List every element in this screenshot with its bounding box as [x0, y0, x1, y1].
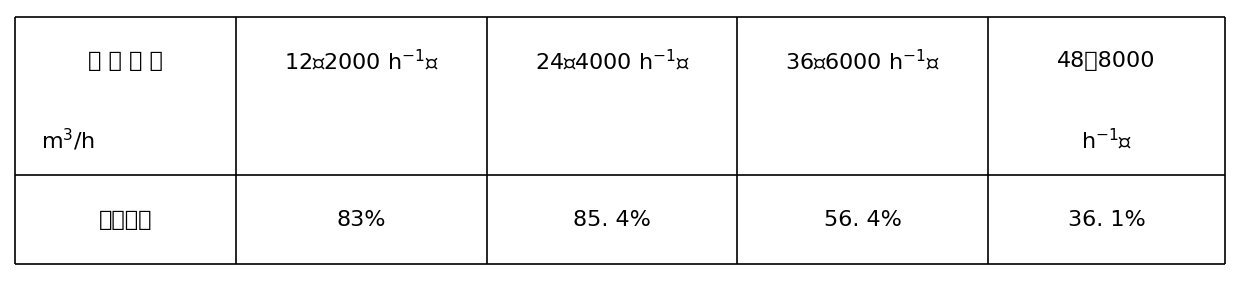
Text: 56. 4%: 56. 4%: [823, 210, 901, 230]
Text: 36（6000 h$^{-1}$）: 36（6000 h$^{-1}$）: [785, 49, 940, 74]
Text: 36. 1%: 36. 1%: [1068, 210, 1146, 230]
Text: 83%: 83%: [337, 210, 387, 230]
Text: h$^{-1}$）: h$^{-1}$）: [1081, 128, 1132, 153]
Text: 烟 气 流 量: 烟 气 流 量: [88, 51, 162, 71]
Text: 48（8000: 48（8000: [1058, 51, 1156, 71]
Text: 85. 4%: 85. 4%: [573, 210, 651, 230]
Text: 脱硝效率: 脱硝效率: [99, 210, 153, 230]
Text: 12（2000 h$^{-1}$）: 12（2000 h$^{-1}$）: [284, 49, 439, 74]
Text: $\mathregular{m^3/h}$: $\mathregular{m^3/h}$: [41, 127, 95, 153]
Text: 24（4000 h$^{-1}$）: 24（4000 h$^{-1}$）: [534, 49, 689, 74]
